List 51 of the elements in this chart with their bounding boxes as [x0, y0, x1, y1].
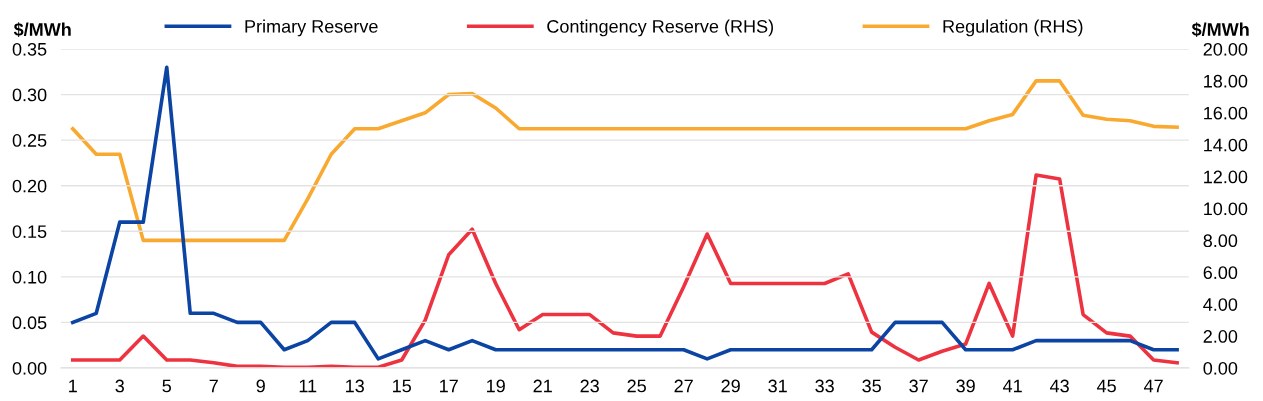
- line-series: [70, 79, 1179, 243]
- x-tick-label: 15: [393, 379, 411, 393]
- y-tick-label: 0.20: [12, 179, 47, 193]
- y2-tick-label: 6.00: [1203, 266, 1238, 280]
- y-tick-label: 0.15: [12, 225, 47, 239]
- line-series: [70, 173, 1179, 368]
- x-tick-label: 43: [1050, 379, 1069, 393]
- x-tick-label: 33: [815, 379, 834, 393]
- y2-tick-label: 2.00: [1203, 330, 1238, 343]
- x-tick-label: 21: [533, 379, 552, 393]
- x-tick-label: 11: [299, 379, 317, 393]
- legend-label: Primary Reserve: [245, 19, 378, 37]
- x-tick-label: 7: [209, 379, 218, 393]
- legend-label: Contingency Reserve (RHS): [547, 19, 773, 37]
- x-tick-label: 27: [674, 379, 693, 393]
- x-tick-label: 39: [956, 379, 975, 393]
- x-tick-label: 17: [440, 379, 458, 393]
- x-tick-label: 31: [768, 379, 787, 393]
- y-tick-label: 0.10: [12, 270, 47, 284]
- y2-tick-label: 16.00: [1204, 106, 1248, 120]
- x-tick-label: 35: [862, 379, 881, 393]
- x-tick-label: 29: [721, 379, 740, 393]
- x-tick-label: 9: [256, 379, 265, 393]
- y2-tick-label: 10.00: [1204, 202, 1248, 216]
- x-tick-label: 45: [1097, 379, 1116, 393]
- x-tick-label: 5: [162, 379, 171, 393]
- x-tick-label: 19: [487, 379, 505, 393]
- y-tick-label: 0.25: [12, 134, 47, 147]
- y2-tick-label: 14.00: [1204, 138, 1248, 152]
- y2-tick-label: 18.00: [1204, 74, 1248, 88]
- y2-tick-label: 20.00: [1203, 42, 1248, 56]
- y-tick-label: 0.00: [12, 361, 47, 375]
- y-axis-title: $/MWh: [13, 22, 71, 38]
- x-tick-label: 47: [1143, 379, 1163, 393]
- y2-axis-title: $/MWh: [1191, 22, 1249, 38]
- y-tick-label: 0.35: [12, 42, 47, 56]
- x-tick-label: 23: [580, 379, 599, 393]
- y2-tick-label: 8.00: [1203, 234, 1238, 248]
- x-tick-label: 1: [69, 379, 77, 393]
- x-tick-label: 13: [346, 379, 364, 393]
- line-series: [70, 65, 1179, 361]
- legend-label: Regulation (RHS): [943, 19, 1083, 37]
- y2-tick-label: 12.00: [1204, 170, 1248, 184]
- x-tick-label: 3: [115, 379, 124, 393]
- y-tick-label: 0.30: [12, 88, 47, 102]
- x-tick-label: 25: [627, 379, 646, 393]
- x-tick-label: 37: [909, 379, 928, 393]
- x-tick-label: 41: [1003, 379, 1022, 393]
- y2-tick-label: 0.00: [1203, 361, 1238, 375]
- y-tick-label: 0.05: [12, 316, 47, 330]
- y2-tick-label: 4.00: [1203, 298, 1238, 311]
